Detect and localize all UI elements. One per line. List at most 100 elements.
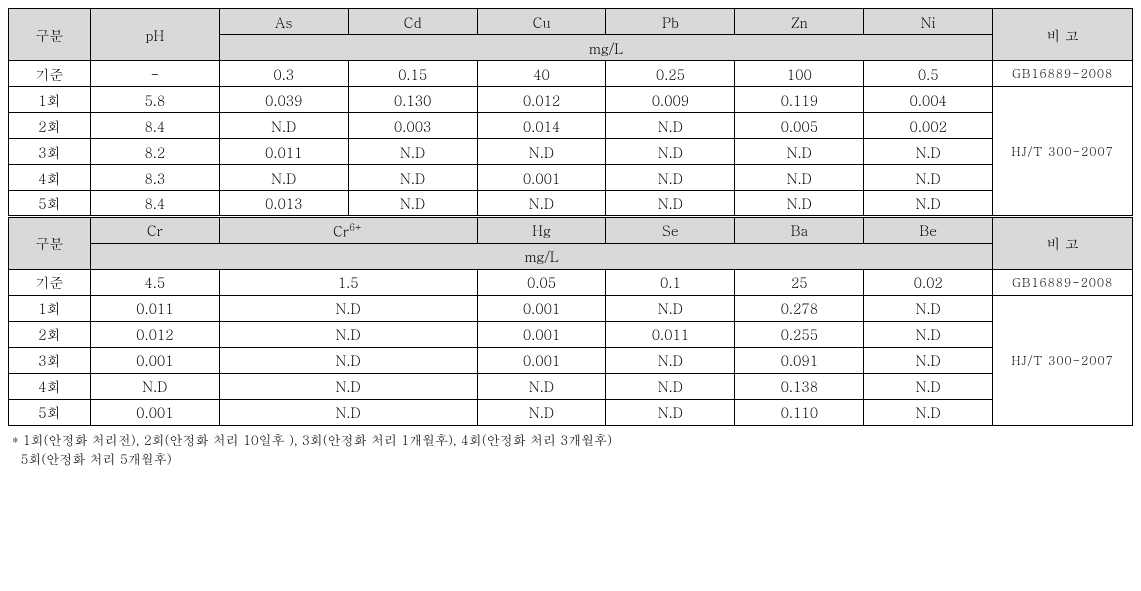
t2-r0-v4: 0.278 (735, 295, 864, 321)
t2-r2-v2: 0.001 (477, 347, 606, 373)
t2-std-label: 기준 (9, 269, 91, 295)
t1-r3-v4: N.D (606, 165, 735, 191)
t2-col-cr: Cr (90, 217, 219, 244)
t2-r2-label: 3회 (9, 347, 91, 373)
t1-r3-v2: N.D (348, 165, 477, 191)
t1-r0-v0: 5.8 (90, 87, 219, 113)
table1-row-0: 1회 5.8 0.039 0.130 0.012 0.009 0.119 0.0… (9, 87, 1133, 113)
t2-std-v5: 0.02 (864, 269, 993, 295)
t2-r0-v3: N.D (606, 295, 735, 321)
t1-r0-v6: 0.004 (864, 87, 993, 113)
t1-r2-v6: N.D (864, 139, 993, 165)
t1-r1-v4: N.D (606, 113, 735, 139)
t2-r2-v0: 0.001 (90, 347, 219, 373)
t1-r3-v0: 8.3 (90, 165, 219, 191)
t1-r2-v0: 8.2 (90, 139, 219, 165)
data-table: 구분 pH As Cd Cu Pb Zn Ni 비 고 mg/L 기준 - 0.… (8, 8, 1133, 426)
t1-r0-v1: 0.039 (219, 87, 348, 113)
footer-note: * 1회(안정화 처리전), 2회(안정화 처리 10일후 ), 3회(안정화 … (8, 430, 1133, 469)
t1-r2-v5: N.D (735, 139, 864, 165)
t2-r0-label: 1회 (9, 295, 91, 321)
t1-r1-label: 2회 (9, 113, 91, 139)
t1-r0-v3: 0.012 (477, 87, 606, 113)
t1-gubun-header: 구분 (9, 9, 91, 61)
t1-col-zn: Zn (735, 9, 864, 35)
t2-r4-v4: 0.110 (735, 399, 864, 425)
t1-r3-v3: 0.001 (477, 165, 606, 191)
t2-r2-v1: N.D (219, 347, 477, 373)
table2-row-4: 5회 0.001 N.D N.D N.D 0.110 N.D (9, 399, 1133, 425)
t2-std-v0: 4.5 (90, 269, 219, 295)
t1-r1-v0: 8.4 (90, 113, 219, 139)
t1-r0-v4: 0.009 (606, 87, 735, 113)
t1-r0-label: 1회 (9, 87, 91, 113)
table1-row-2: 3회 8.2 0.011 N.D N.D N.D N.D N.D (9, 139, 1133, 165)
t1-r2-v2: N.D (348, 139, 477, 165)
t2-r1-v1: N.D (219, 321, 477, 347)
t1-std-v2: 0.15 (348, 61, 477, 87)
t2-r3-v3: N.D (606, 373, 735, 399)
t1-r2-label: 3회 (9, 139, 91, 165)
t1-ph-header: pH (90, 9, 219, 61)
t1-r4-v3: N.D (477, 191, 606, 217)
table2-row-3: 4회 N.D N.D N.D N.D 0.138 N.D (9, 373, 1133, 399)
t1-r3-v1: N.D (219, 165, 348, 191)
table1-header-row1: 구분 pH As Cd Cu Pb Zn Ni 비 고 (9, 9, 1133, 35)
t1-r4-v4: N.D (606, 191, 735, 217)
t2-r4-v3: N.D (606, 399, 735, 425)
t2-r2-v3: N.D (606, 347, 735, 373)
table2-row-0: 1회 0.011 N.D 0.001 N.D 0.278 N.D HJ/T 30… (9, 295, 1133, 321)
t2-r4-v0: 0.001 (90, 399, 219, 425)
t1-r1-v5: 0.005 (735, 113, 864, 139)
t2-r4-v5: N.D (864, 399, 993, 425)
t1-r1-v3: 0.014 (477, 113, 606, 139)
t2-rows-note: HJ/T 300-2007 (993, 295, 1133, 425)
t2-bigo-header: 비 고 (993, 217, 1133, 270)
t2-std-v4: 25 (735, 269, 864, 295)
t2-r3-v0: N.D (90, 373, 219, 399)
t1-r4-label: 5회 (9, 191, 91, 217)
t1-r4-v5: N.D (735, 191, 864, 217)
t2-r2-v4: 0.091 (735, 347, 864, 373)
cr6-base: Cr (333, 221, 349, 241)
t1-std-v6: 0.5 (864, 61, 993, 87)
t1-std-v3: 40 (477, 61, 606, 87)
t2-r2-v5: N.D (864, 347, 993, 373)
t1-r1-v2: 0.003 (348, 113, 477, 139)
t1-std-v1: 0.3 (219, 61, 348, 87)
t2-std-v2: 0.05 (477, 269, 606, 295)
t2-r1-v0: 0.012 (90, 321, 219, 347)
t1-rows-note: HJ/T 300-2007 (993, 87, 1133, 217)
t2-std-v1: 1.5 (219, 269, 477, 295)
t1-col-as: As (219, 9, 348, 35)
table2-row-2: 3회 0.001 N.D 0.001 N.D 0.091 N.D (9, 347, 1133, 373)
t2-r1-v3: 0.011 (606, 321, 735, 347)
t1-r0-v5: 0.119 (735, 87, 864, 113)
table2-standard-row: 기준 4.5 1.5 0.05 0.1 25 0.02 GB16889-2008 (9, 269, 1133, 295)
cr6-sup: 6+ (349, 220, 363, 234)
t2-r1-v4: 0.255 (735, 321, 864, 347)
table2-row-1: 2회 0.012 N.D 0.001 0.011 0.255 N.D (9, 321, 1133, 347)
footer-line2: 5회(안정화 처리 5개월후) (12, 449, 172, 468)
t1-r1-v1: N.D (219, 113, 348, 139)
t1-r3-label: 4회 (9, 165, 91, 191)
t1-r2-v4: N.D (606, 139, 735, 165)
t2-col-be: Be (864, 217, 993, 244)
t2-r3-label: 4회 (9, 373, 91, 399)
t2-r3-v5: N.D (864, 373, 993, 399)
t2-r0-v1: N.D (219, 295, 477, 321)
table1-row-4: 5회 8.4 0.013 N.D N.D N.D N.D N.D (9, 191, 1133, 217)
t2-r1-label: 2회 (9, 321, 91, 347)
t2-r3-v4: 0.138 (735, 373, 864, 399)
t2-r3-v1: N.D (219, 373, 477, 399)
t2-col-cr6: Cr6+ (219, 217, 477, 244)
t2-r3-v2: N.D (477, 373, 606, 399)
t1-std-note: GB16889-2008 (993, 61, 1133, 87)
t2-r0-v0: 0.011 (90, 295, 219, 321)
t2-col-se: Se (606, 217, 735, 244)
t1-col-cu: Cu (477, 9, 606, 35)
footer-line1: * 1회(안정화 처리전), 2회(안정화 처리 10일후 ), 3회(안정화 … (12, 430, 612, 449)
t2-r1-v2: 0.001 (477, 321, 606, 347)
t2-r0-v5: N.D (864, 295, 993, 321)
t1-r4-v6: N.D (864, 191, 993, 217)
